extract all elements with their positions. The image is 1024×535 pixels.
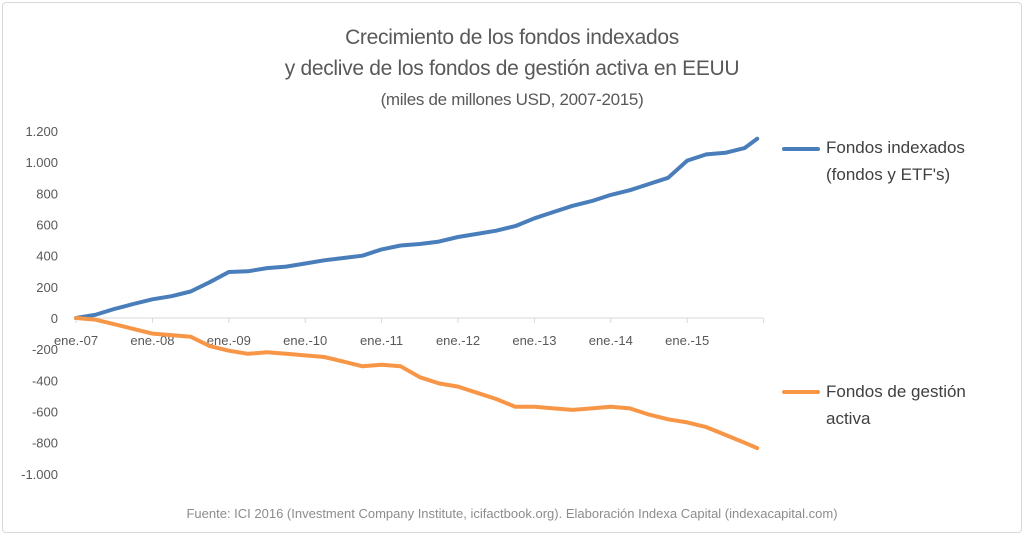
- x-tick-label: ene.-09: [207, 333, 251, 348]
- y-tick-label: 800: [36, 186, 58, 201]
- legend-label: Fondos de gestión: [826, 382, 966, 401]
- y-tick-label: -600: [32, 405, 58, 420]
- series-line-indexados: [74, 136, 760, 320]
- legend-label: Fondos indexados: [826, 138, 965, 157]
- y-tick-label: -400: [32, 373, 58, 388]
- x-tick-label: ene.-08: [130, 333, 174, 348]
- x-tick-label: ene.-14: [589, 333, 633, 348]
- x-tick-label: ene.-07: [54, 333, 98, 348]
- source-note: Fuente: ICI 2016 (Investment Company Ins…: [186, 506, 838, 521]
- series-line-gestion-activa: [74, 316, 760, 451]
- chart-title: Crecimiento de los fondos indexados: [345, 26, 679, 49]
- legend-label: activa: [826, 409, 871, 428]
- y-tick-label: -1.000: [21, 467, 58, 482]
- y-tick-label: 600: [36, 218, 58, 233]
- x-tick-label: ene.-10: [283, 333, 327, 348]
- x-tick-label: ene.-12: [436, 333, 480, 348]
- y-tick-label: 1.000: [25, 155, 58, 170]
- legend-item-indexados: Fondos indexados (fondos y ETF's): [826, 134, 965, 188]
- chart-subtitle: (miles de millones USD, 2007-2015): [380, 90, 644, 109]
- y-tick-label: -200: [32, 342, 58, 357]
- y-tick-label: 400: [36, 249, 58, 264]
- y-tick-label: 0: [51, 311, 58, 326]
- y-tick-label: 1.200: [25, 124, 58, 139]
- y-tick-label: 200: [36, 280, 58, 295]
- legend-swatch-indexados: [782, 147, 820, 151]
- legend-item-gestion-activa: Fondos de gestión activa: [826, 378, 966, 432]
- x-tick-label: ene.-15: [665, 333, 709, 348]
- legend-swatch-gestion-activa: [782, 390, 820, 394]
- legend-label: (fondos y ETF's): [826, 165, 951, 184]
- y-tick-label: -800: [32, 436, 58, 451]
- x-tick-label: ene.-13: [512, 333, 556, 348]
- chart-title-line2: y declive de los fondos de gestión activ…: [284, 57, 740, 80]
- x-tick-label: ene.-11: [360, 333, 403, 348]
